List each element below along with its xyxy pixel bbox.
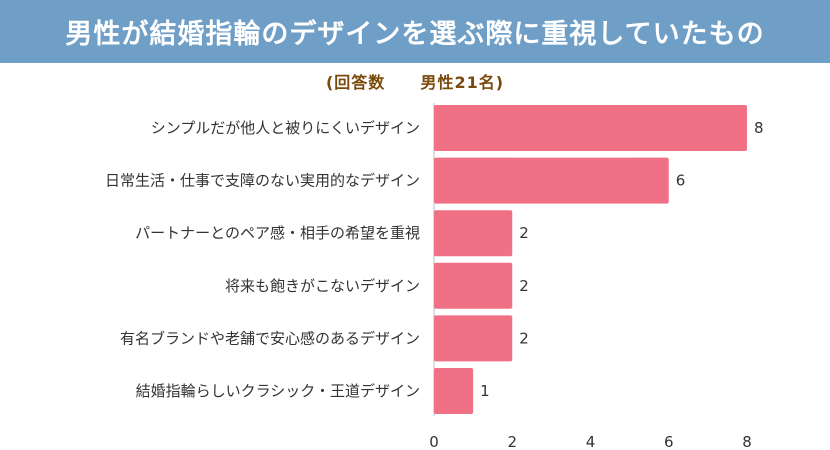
data-label: 8	[754, 119, 764, 137]
category-label: 日常生活・仕事で支障のない実用的なデザイン	[105, 172, 420, 190]
data-label: 2	[519, 329, 529, 347]
data-label: 2	[519, 277, 529, 295]
bar	[434, 157, 669, 204]
category-label: 結婚指輪らしいクラシック・王道デザイン	[136, 382, 420, 400]
category-label: パートナーとのペア感・相手の希望を重視	[135, 224, 420, 242]
category-label: 有名ブランドや老舗で安心感のあるデザイン	[120, 329, 420, 347]
chart-subtitle: (回答数 男性21名)	[0, 69, 830, 93]
bar	[434, 105, 747, 151]
x-tick-label: 0	[429, 433, 439, 450]
subtitle-group-label: 男性21名)	[420, 73, 505, 92]
x-tick-label: 2	[507, 433, 517, 450]
x-tick-label: 6	[664, 433, 674, 450]
x-tick-label: 4	[586, 433, 596, 450]
bar	[434, 262, 513, 309]
data-label: 6	[676, 172, 686, 190]
bar	[434, 368, 474, 414]
data-label: 2	[519, 224, 529, 242]
x-tick-label: 8	[742, 433, 752, 450]
chart-title: 男性が結婚指輪のデザインを選ぶ際に重視していたもの	[65, 19, 765, 50]
header-bar: 男性が結婚指輪のデザインを選ぶ際に重視していたもの	[0, 0, 830, 63]
category-label: 将来も飽きがこないデザイン	[225, 277, 420, 295]
subtitle-count-label: (回答数	[325, 73, 386, 92]
bar	[434, 315, 513, 362]
category-label: シンプルだが他人と被りにくいデザイン	[151, 119, 420, 137]
bar	[434, 210, 513, 257]
data-label: 1	[480, 382, 490, 400]
